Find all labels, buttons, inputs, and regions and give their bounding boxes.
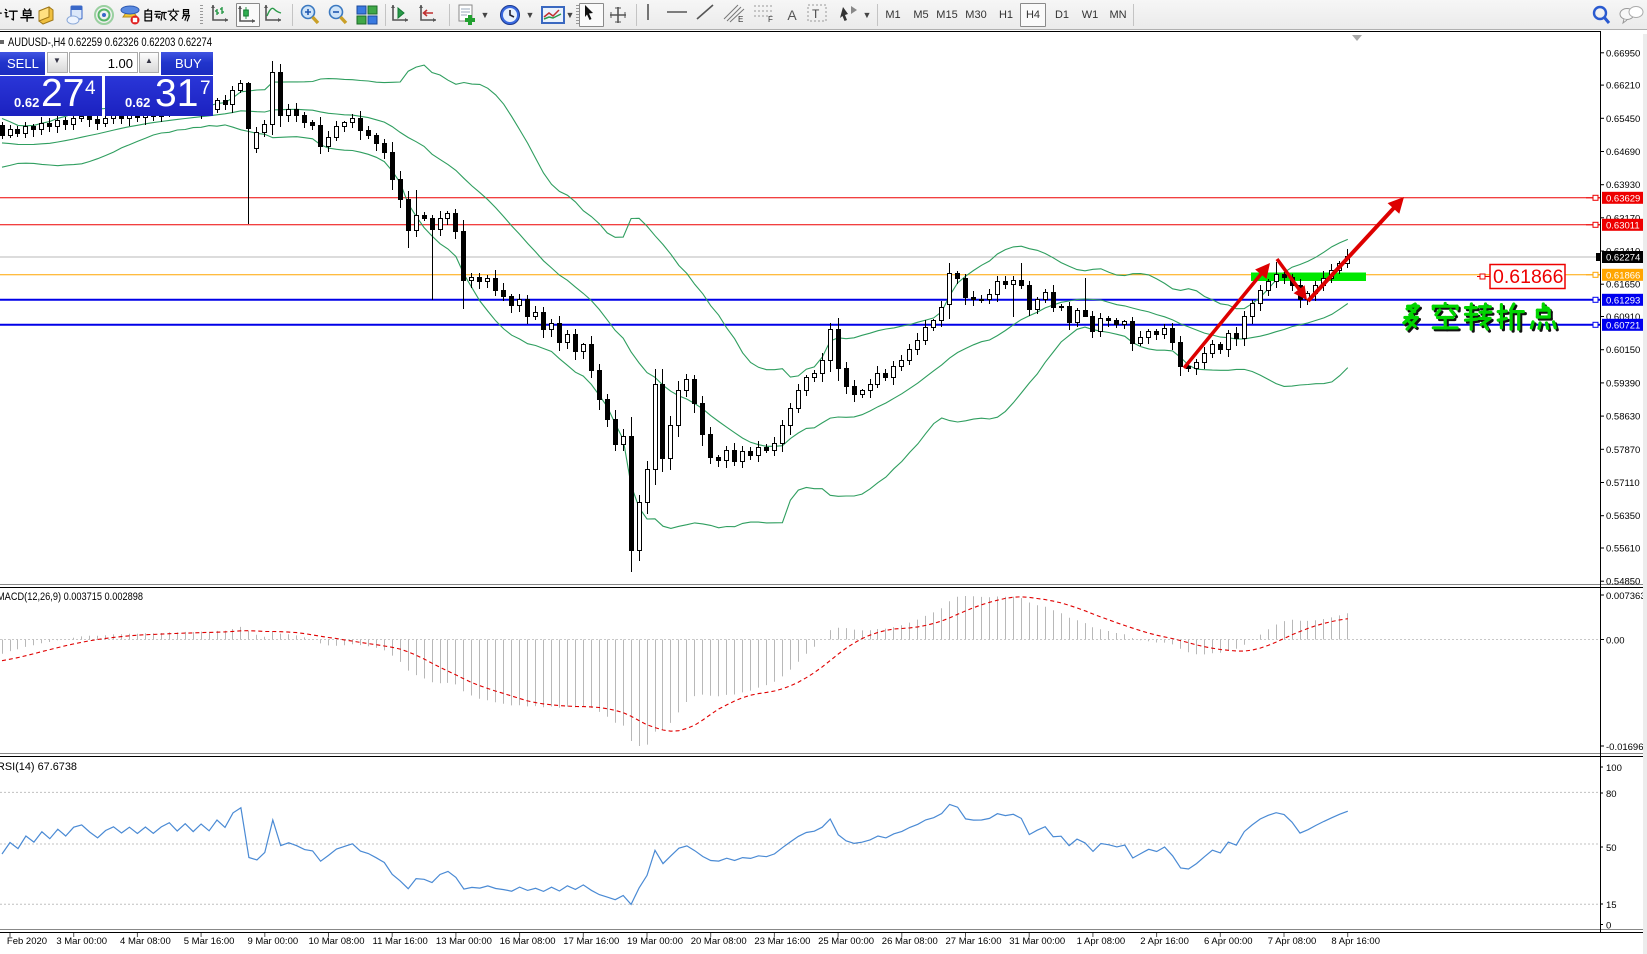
svg-text:0.58630: 0.58630: [1606, 412, 1640, 423]
svg-text:2 Apr 16:00: 2 Apr 16:00: [1140, 936, 1189, 947]
svg-text:0.57110: 0.57110: [1606, 478, 1640, 489]
svg-text:31 Mar 00:00: 31 Mar 00:00: [1009, 936, 1065, 947]
svg-text:0.55610: 0.55610: [1606, 544, 1640, 555]
svg-text:7 Apr 08:00: 7 Apr 08:00: [1268, 936, 1317, 947]
svg-text:0.57870: 0.57870: [1606, 445, 1640, 456]
svg-text:6 Apr 00:00: 6 Apr 00:00: [1204, 936, 1253, 947]
svg-text:19 Mar 00:00: 19 Mar 00:00: [627, 936, 683, 947]
svg-text:0: 0: [1606, 921, 1611, 932]
svg-text:F: F: [768, 15, 773, 23]
svg-text:9 Mar 00:00: 9 Mar 00:00: [247, 936, 298, 947]
svg-text:3 Mar 00:00: 3 Mar 00:00: [56, 936, 107, 947]
svg-text:0.64690: 0.64690: [1606, 147, 1640, 158]
svg-text:0.63011: 0.63011: [1606, 220, 1640, 231]
svg-text:100: 100: [1606, 763, 1622, 774]
svg-text:11 Mar 16:00: 11 Mar 16:00: [373, 936, 428, 947]
svg-text:10 Mar 08:00: 10 Mar 08:00: [309, 936, 365, 947]
svg-text:16 Mar 08:00: 16 Mar 08:00: [500, 936, 556, 947]
svg-text:13 Mar 00:00: 13 Mar 00:00: [436, 936, 492, 947]
svg-text:0.61650: 0.61650: [1606, 280, 1640, 291]
svg-text:-0.01696: -0.01696: [1606, 742, 1644, 753]
svg-text:20 Mar 08:00: 20 Mar 08:00: [691, 936, 747, 947]
svg-text:0.65450: 0.65450: [1606, 114, 1640, 125]
svg-text:50: 50: [1606, 843, 1617, 854]
svg-text:25 Mar 00:00: 25 Mar 00:00: [818, 936, 874, 947]
svg-text:0.60910: 0.60910: [1606, 312, 1640, 323]
svg-text:0.61293: 0.61293: [1606, 295, 1640, 306]
svg-text:23 Mar 16:00: 23 Mar 16:00: [754, 936, 810, 947]
svg-text:0.59390: 0.59390: [1606, 378, 1640, 389]
svg-text:26 Mar 08:00: 26 Mar 08:00: [882, 936, 938, 947]
svg-text:0.60150: 0.60150: [1606, 345, 1640, 356]
svg-text:RSI(14) 67.6738: RSI(14) 67.6738: [0, 761, 77, 773]
svg-text:0.007363: 0.007363: [1606, 591, 1646, 602]
svg-text:Feb 2020: Feb 2020: [7, 936, 47, 947]
svg-text:15: 15: [1606, 900, 1617, 911]
svg-text:5 Mar 16:00: 5 Mar 16:00: [184, 936, 235, 947]
svg-text:0.60721: 0.60721: [1606, 320, 1640, 331]
svg-text:E: E: [738, 15, 743, 23]
svg-text:0.66210: 0.66210: [1606, 81, 1640, 92]
svg-text:1 Apr 08:00: 1 Apr 08:00: [1077, 936, 1126, 947]
svg-text:27 Mar 16:00: 27 Mar 16:00: [946, 936, 1002, 947]
svg-text:0.63930: 0.63930: [1606, 180, 1640, 191]
svg-text:AUDUSD-,H4 0.62259 0.62326 0.: AUDUSD-,H4 0.62259 0.62326 0.62203 0.622…: [8, 37, 212, 49]
svg-text:0.54850: 0.54850: [1606, 577, 1640, 588]
svg-text:8 Apr 16:00: 8 Apr 16:00: [1331, 936, 1380, 947]
svg-text:0.56350: 0.56350: [1606, 511, 1640, 522]
svg-text:MACD(12,26,9) 0.003715 0.00289: MACD(12,26,9) 0.003715 0.002898: [0, 591, 143, 603]
svg-text:0.62274: 0.62274: [1606, 253, 1640, 264]
svg-text:0.00: 0.00: [1606, 636, 1625, 647]
svg-text:0.66950: 0.66950: [1606, 48, 1640, 59]
svg-text:80: 80: [1606, 789, 1617, 800]
svg-text:T: T: [812, 7, 820, 21]
svg-text:0.61866: 0.61866: [1606, 270, 1640, 281]
svg-text:17 Mar 16:00: 17 Mar 16:00: [563, 936, 619, 947]
svg-text:0.63629: 0.63629: [1606, 193, 1640, 204]
svg-text:0.61866: 0.61866: [1493, 266, 1564, 288]
svg-text:4 Mar 08:00: 4 Mar 08:00: [120, 936, 171, 947]
